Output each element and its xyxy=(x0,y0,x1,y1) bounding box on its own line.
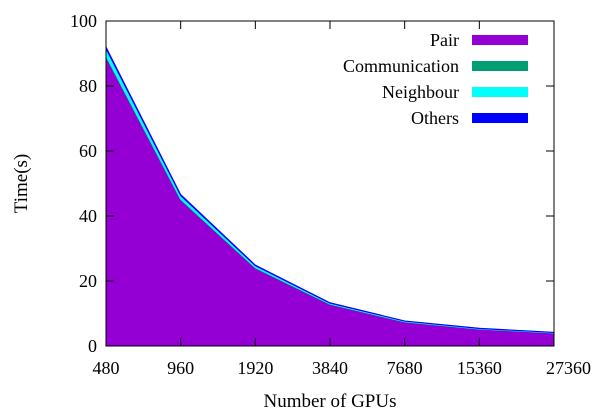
y-axis-label: Time(s) xyxy=(11,154,32,213)
legend-label-others: Others xyxy=(411,108,459,128)
legend-swatch-neighbour xyxy=(472,87,528,97)
x-axis-label: Number of GPUs xyxy=(264,391,397,412)
legend-swatch-communication xyxy=(472,61,528,71)
x-tick-label: 960 xyxy=(167,358,194,378)
legend-swatch-others xyxy=(472,113,528,123)
legend-label-neighbour: Neighbour xyxy=(382,82,459,102)
x-axis: 480 960 1920 3840 7680 15360 27360 xyxy=(93,21,591,378)
x-tick-label: 1920 xyxy=(237,358,273,378)
x-tick-label: 15360 xyxy=(457,358,502,378)
x-tick-label: 27360 xyxy=(546,358,591,378)
legend: Pair Communication Neighbour Others xyxy=(343,30,528,128)
y-tick-label: 60 xyxy=(79,141,97,161)
y-tick-label: 100 xyxy=(70,11,97,31)
x-tick-label: 480 xyxy=(93,358,120,378)
legend-swatch-pair xyxy=(472,35,528,45)
y-tick-label: 80 xyxy=(79,76,97,96)
y-tick-label: 20 xyxy=(79,271,97,291)
legend-label-pair: Pair xyxy=(430,30,459,50)
x-tick-label: 3840 xyxy=(312,358,348,378)
y-axis: 0 20 40 60 80 100 xyxy=(70,11,554,356)
x-tick-label: 7680 xyxy=(387,358,423,378)
y-tick-label: 0 xyxy=(88,336,97,356)
y-tick-label: 40 xyxy=(79,206,97,226)
legend-label-communication: Communication xyxy=(343,56,459,76)
